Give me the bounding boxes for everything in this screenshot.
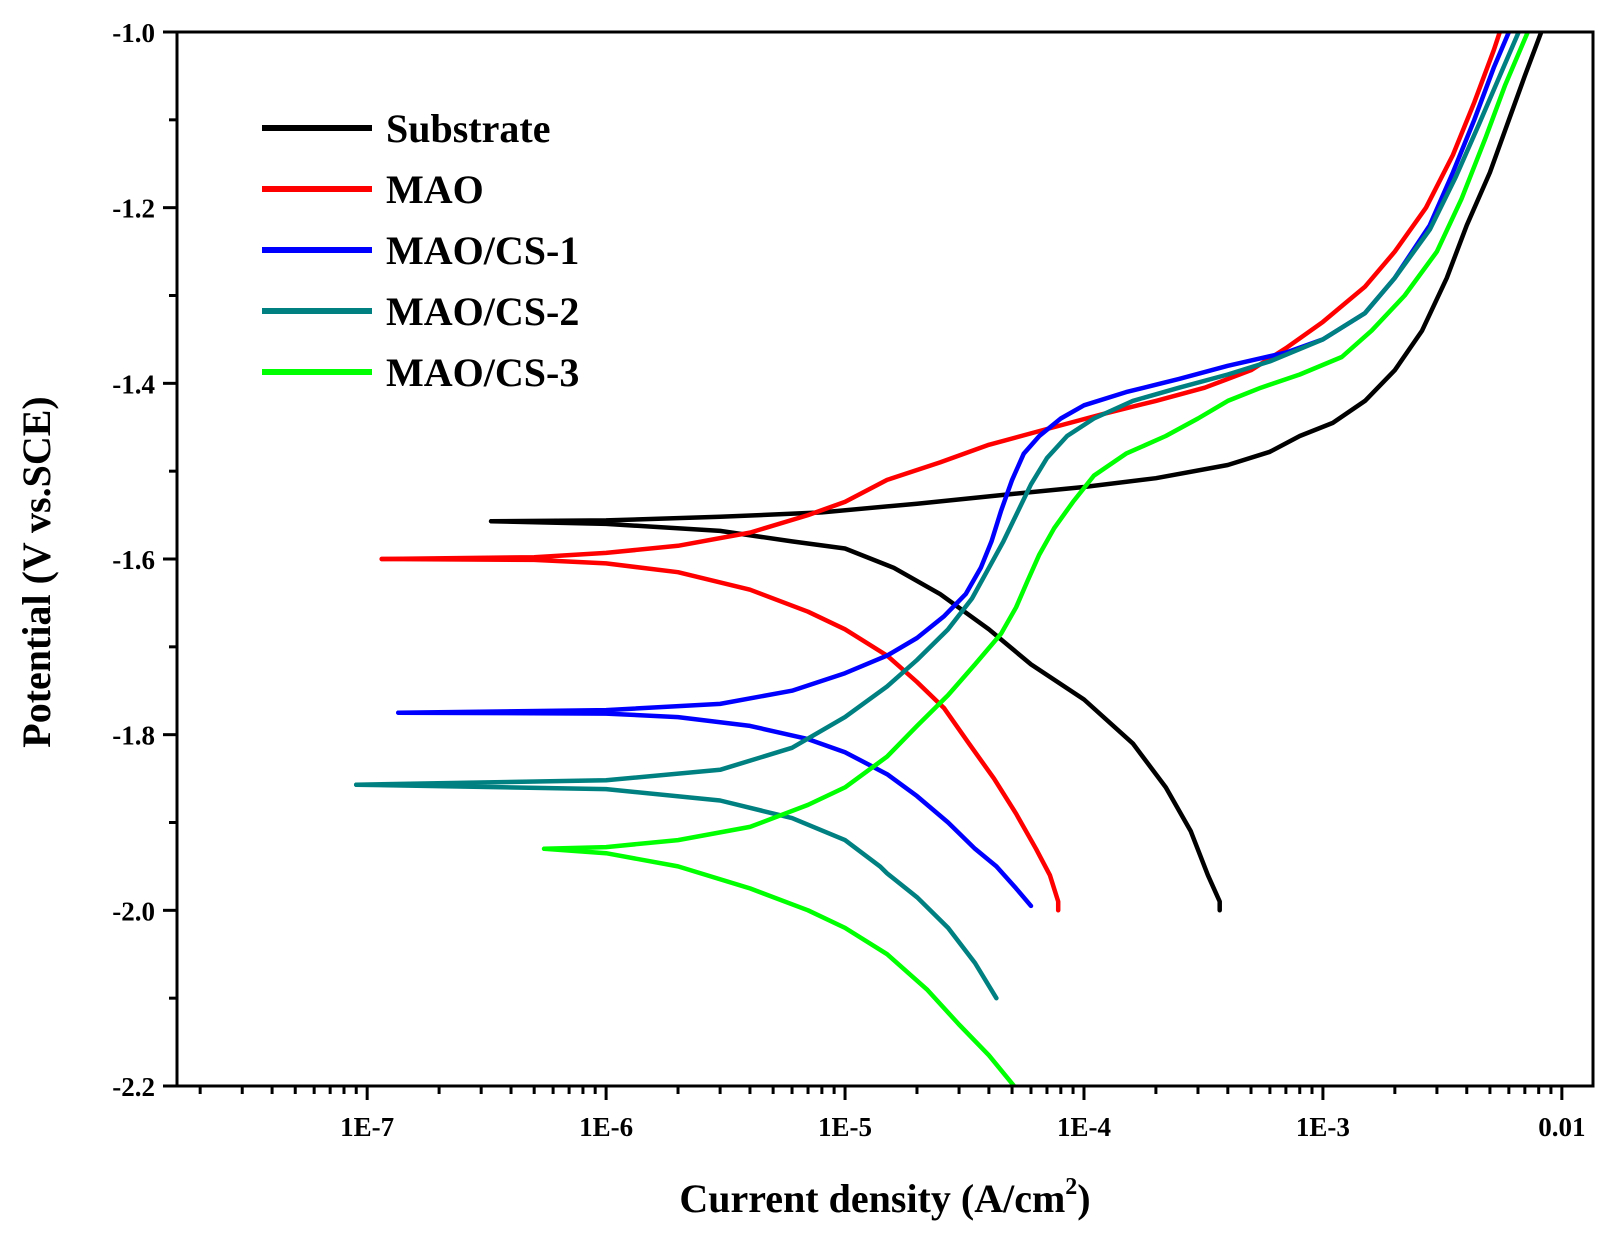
legend-label-mao-cs-1: MAO/CS-1 [386, 228, 579, 273]
series-mao-cs-3 [541, 32, 1531, 1086]
legend-label-mao-cs-2: MAO/CS-2 [386, 289, 579, 334]
y-axis-title: Potential (V vs.SCE) [14, 396, 59, 747]
series-line-mao-cathodic [379, 556, 1061, 913]
legend-label-mao-cs-3: MAO/CS-3 [386, 350, 579, 395]
x-tick-label: 1E-7 [340, 1112, 394, 1142]
series-line-mao-cs-3-anodic [541, 32, 1531, 852]
y-axis: -1.0 -1.2 -1.4 -1.6 -1.8 -2.0 -2.2 [112, 18, 177, 1102]
series-line-substrate-cathodic [488, 518, 1222, 913]
x-tick-label: 1E-5 [818, 1112, 872, 1142]
series-line-mao-cs-2-anodic [353, 32, 1521, 787]
y-tick-label: -1.4 [112, 369, 155, 399]
y-tick-label: -1.6 [112, 545, 155, 575]
x-axis: 1E-7 1E-6 1E-5 1E-4 1E-3 0.01 [198, 1086, 1585, 1142]
y-tick-label: -2.0 [112, 896, 155, 926]
series-mao [379, 32, 1503, 913]
x-axis-title-main: Current density (A/cm [679, 1176, 1065, 1221]
x-tick-label: 1E-4 [1057, 1112, 1111, 1142]
series-line-mao-cs-1-cathodic [396, 710, 1034, 909]
series-mao-cs-2 [353, 32, 1521, 1001]
legend-label-substrate: Substrate [386, 106, 550, 151]
y-tick-label: -1.0 [112, 18, 155, 48]
x-tick-label: 1E-3 [1296, 1112, 1350, 1142]
x-tick-label: 0.01 [1538, 1112, 1585, 1142]
series-substrate [488, 32, 1544, 913]
series-line-mao-cs-3-cathodic [541, 846, 1017, 1086]
series-mao-cs-1 [396, 32, 1512, 909]
legend-label-mao: MAO [386, 167, 484, 212]
series-line-substrate-anodic [488, 32, 1544, 524]
y-tick-label: -1.2 [112, 194, 155, 224]
series-line-mao-cs-2-cathodic [353, 782, 999, 1001]
x-axis-title: Current density (A/cm2) [679, 1174, 1090, 1221]
legend: Substrate MAO MAO/CS-1 MAO/CS-2 MAO/CS-3 [262, 106, 579, 395]
y-tick-label: -2.2 [112, 1072, 155, 1102]
y-tick-label: -1.8 [112, 721, 155, 751]
x-tick-label: 1E-6 [579, 1112, 633, 1142]
x-axis-title-suffix: ) [1077, 1176, 1090, 1221]
curves-layer [353, 32, 1544, 1086]
series-line-mao-anodic [379, 32, 1503, 562]
x-axis-title-sup: 2 [1065, 1174, 1077, 1200]
